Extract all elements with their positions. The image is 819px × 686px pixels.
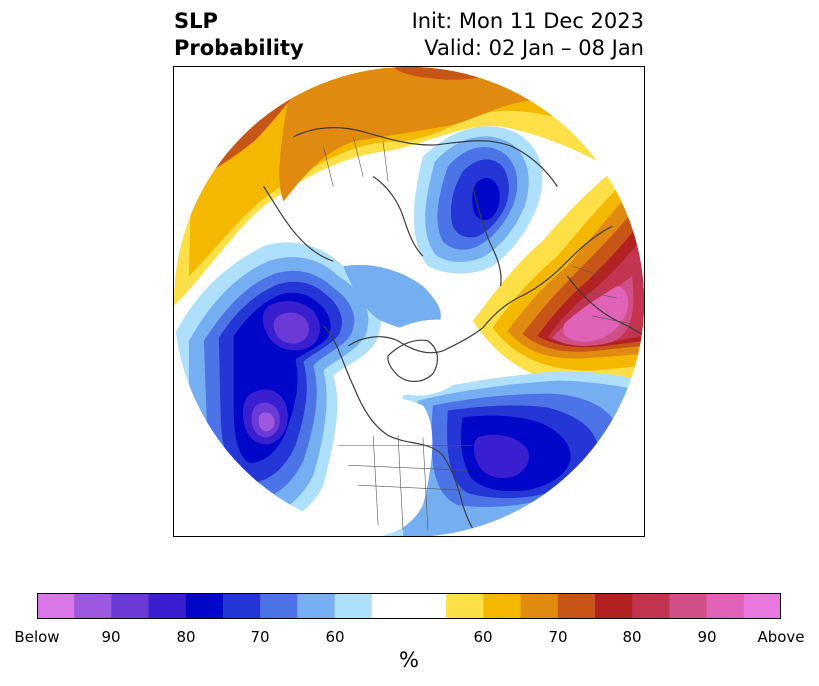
colorbar <box>37 593 781 619</box>
colorbar-cell <box>520 593 559 619</box>
colorbar-cell <box>483 593 522 619</box>
colorbar-cell <box>223 593 261 619</box>
tick-below-90: 90 <box>101 628 121 646</box>
colorbar-cell <box>446 593 484 619</box>
polar-map <box>173 66 645 537</box>
colorbar-cell <box>595 593 633 619</box>
colorbar-cell <box>260 593 298 619</box>
title-type: Probability <box>174 36 304 60</box>
colorbar-frame <box>37 593 781 619</box>
colorbar-cell <box>371 593 410 619</box>
tick-below-80: 80 <box>176 628 196 646</box>
title-right: Init: Mon 11 Dec 2023 Valid: 02 Jan – 08… <box>412 8 644 62</box>
tick-above-80: 80 <box>622 628 642 646</box>
colorbar-cell <box>334 593 373 619</box>
title-left: SLP Probability <box>174 8 304 62</box>
colorbar-cell <box>111 593 150 619</box>
tick-below-60: 60 <box>325 628 345 646</box>
colorbar-cell <box>706 593 745 619</box>
tick-above-70: 70 <box>548 628 568 646</box>
colorbar-unit-label: % <box>399 648 419 672</box>
country-borders <box>323 136 633 531</box>
colorbar-cell <box>409 593 447 619</box>
tick-below: Below <box>14 628 60 646</box>
tick-above: Above <box>757 628 805 646</box>
colorbar-cell <box>148 593 187 619</box>
coastlines <box>263 127 644 536</box>
colorbar-cell <box>185 593 224 619</box>
tick-below-70: 70 <box>250 628 270 646</box>
tick-above-60: 60 <box>473 628 493 646</box>
colorbar-cell <box>743 593 781 619</box>
colorbar-cell <box>632 593 670 619</box>
init-date: Init: Mon 11 Dec 2023 <box>411 9 644 33</box>
title-variable: SLP <box>174 9 218 33</box>
colorbar-cell <box>74 593 112 619</box>
colorbar-cell <box>557 593 596 619</box>
valid-range: Valid: 02 Jan – 08 Jan <box>424 36 644 60</box>
tick-above-90: 90 <box>697 628 717 646</box>
colorbar-cells <box>37 593 781 619</box>
colorbar-cell <box>669 593 708 619</box>
above-normal-east <box>472 146 644 386</box>
below-normal-arctic <box>413 126 543 274</box>
colorbar-cell <box>37 593 75 619</box>
colorbar-cell <box>297 593 336 619</box>
probability-field <box>174 67 644 536</box>
